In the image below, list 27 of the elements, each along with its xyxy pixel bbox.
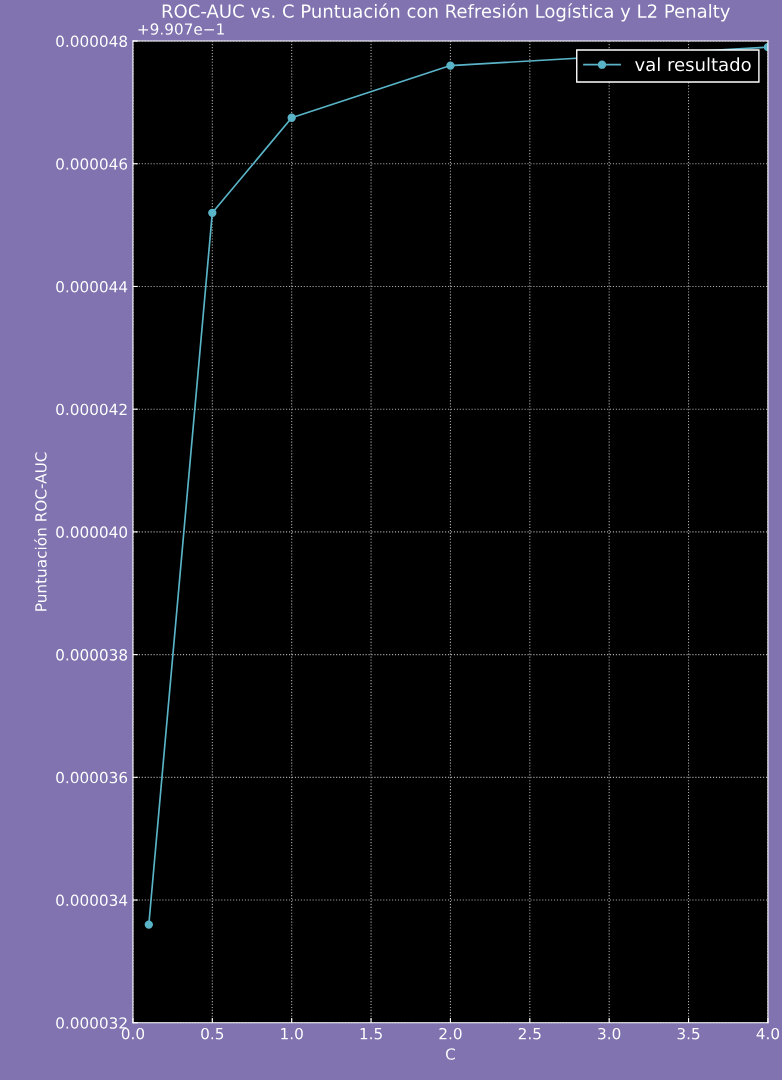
x-tick-label: 3.5 [677,1027,700,1040]
point [446,61,455,70]
chart-title: ROC-AUC vs. C Puntuación con Refresión Logística y L2 Penalty [162,3,730,22]
y-tick-label: 0.000048 [56,35,128,48]
point [287,113,296,122]
y-tick-label: 0.000040 [56,526,128,538]
x-tick-label: 1.5 [360,1028,382,1040]
x-tick-label: 2.0 [439,1027,462,1040]
y-tick-label: 0.000034 [56,894,128,907]
point [144,920,153,929]
x-tick-label: 0.0 [121,1027,145,1040]
x-tick-label: 2.5 [518,1027,541,1040]
x-tick-label: 3.0 [598,1027,621,1040]
x-tick-label: 4.0 [756,1027,780,1040]
y-tick-label: 0.000036 [56,771,128,784]
y-tick-label: 0.000042 [56,403,127,416]
y-axis-title: Puntuación ROC-AUC [34,452,47,611]
x-tick-label: 0.5 [201,1027,224,1040]
point [208,208,217,218]
text: +9.907e−1 [138,23,224,35]
y-tick-label: 0.000044 [56,280,128,293]
x-tick-label: 1.0 [281,1027,303,1040]
y-tick-label: 0.000038 [56,649,128,661]
legend-label: val resultado [635,57,751,72]
x-axis-title: C [445,1048,455,1060]
y-tick-label: 0.000032 [56,1017,127,1029]
y-tick-label: 0.000046 [56,158,128,170]
